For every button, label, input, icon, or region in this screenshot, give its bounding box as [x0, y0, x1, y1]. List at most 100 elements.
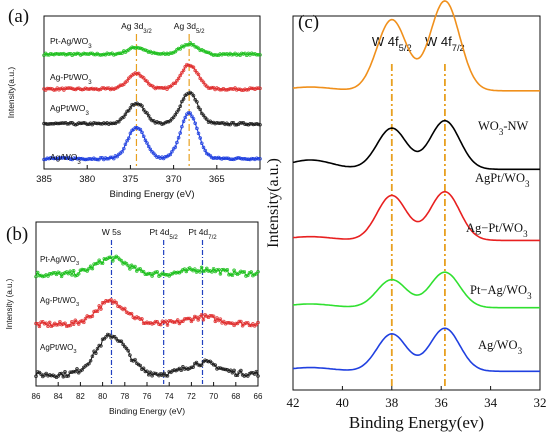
- data-point: [46, 274, 50, 278]
- data-point: [206, 269, 211, 273]
- data-point: [34, 321, 38, 326]
- data-point: [41, 274, 45, 279]
- data-point: [95, 261, 100, 265]
- data-point: [93, 86, 98, 91]
- data-point: [120, 149, 124, 154]
- data-point: [168, 152, 173, 157]
- y-axis-label: Intensity(a.u.): [265, 158, 282, 248]
- data-point: [99, 260, 103, 265]
- data-point: [179, 368, 183, 373]
- data-point: [186, 63, 191, 68]
- series-label: AgPt/WO3: [40, 343, 77, 355]
- data-point: [249, 370, 253, 375]
- data-point: [165, 323, 170, 327]
- data-point: [50, 52, 55, 56]
- x-tick-label: 32: [534, 395, 547, 410]
- data-point: [67, 52, 71, 56]
- data-point: [83, 52, 88, 56]
- data-point: [200, 111, 204, 116]
- data-point: [55, 157, 60, 161]
- data-point: [75, 51, 79, 56]
- data-point: [201, 269, 206, 274]
- data-point: [50, 122, 55, 126]
- data-point: [258, 156, 262, 161]
- data-point: [258, 122, 262, 127]
- data-point: [129, 311, 134, 316]
- x-tick-label: 74: [165, 392, 174, 401]
- data-point: [253, 87, 257, 91]
- data-point: [205, 117, 209, 122]
- data-point: [97, 258, 101, 262]
- data-point: [146, 271, 151, 276]
- data-point: [146, 321, 151, 326]
- data-point: [136, 46, 141, 50]
- data-point: [135, 315, 139, 319]
- data-point: [98, 53, 103, 57]
- data-point: [68, 86, 73, 90]
- data-point: [150, 51, 154, 55]
- data-point: [145, 369, 149, 374]
- data-point: [52, 121, 56, 126]
- data-point: [71, 369, 76, 374]
- data-point: [150, 322, 154, 326]
- data-point: [119, 339, 124, 344]
- data-point: [251, 52, 256, 56]
- data-point: [67, 86, 71, 90]
- data-point: [199, 312, 204, 317]
- data-point: [42, 322, 47, 326]
- data-point: [112, 53, 116, 57]
- data-point: [61, 271, 66, 276]
- data-point: [256, 53, 261, 57]
- data-point: [70, 86, 74, 91]
- data-point: [211, 53, 216, 57]
- data-point: [117, 51, 121, 56]
- data-point: [166, 85, 171, 89]
- data-point: [78, 121, 83, 126]
- data-point: [97, 87, 101, 92]
- series-line: [292, 327, 540, 373]
- data-point: [37, 273, 42, 278]
- data-point: [234, 122, 239, 127]
- data-point: [215, 156, 219, 160]
- data-point: [203, 268, 207, 273]
- data-point: [198, 136, 202, 140]
- data-point: [117, 339, 122, 344]
- data-point: [208, 314, 212, 318]
- data-point: [42, 121, 46, 126]
- plot-frame: [43, 15, 261, 170]
- data-point: [118, 51, 123, 55]
- data-point: [93, 157, 98, 162]
- data-point: [193, 98, 197, 102]
- x-tick-label: 68: [231, 392, 240, 401]
- data-point: [155, 270, 159, 274]
- series-label: Pt-Ag/WO3: [40, 255, 79, 267]
- data-point: [201, 49, 206, 53]
- data-point: [198, 315, 202, 319]
- data-point: [63, 321, 67, 326]
- data-point: [34, 274, 38, 279]
- data-point: [133, 357, 137, 362]
- data-point: [102, 121, 106, 125]
- data-point: [131, 265, 136, 270]
- data-point: [211, 363, 216, 367]
- data-point: [235, 321, 240, 326]
- data-point: [141, 47, 146, 52]
- data-point: [59, 322, 64, 327]
- data-point: [113, 52, 118, 57]
- data-point: [77, 121, 81, 125]
- data-point: [140, 47, 144, 51]
- data-point: [138, 363, 142, 368]
- data-point: [230, 121, 234, 125]
- data-point: [76, 371, 81, 375]
- data-point: [92, 52, 96, 57]
- data-point: [146, 373, 151, 377]
- data-point: [141, 269, 146, 274]
- data-point: [175, 318, 180, 322]
- data-point: [123, 344, 127, 349]
- data-point: [73, 274, 78, 278]
- data-point: [53, 51, 58, 56]
- data-point: [249, 156, 254, 161]
- data-point: [230, 321, 235, 325]
- data-point: [215, 86, 219, 90]
- data-point: [163, 154, 168, 159]
